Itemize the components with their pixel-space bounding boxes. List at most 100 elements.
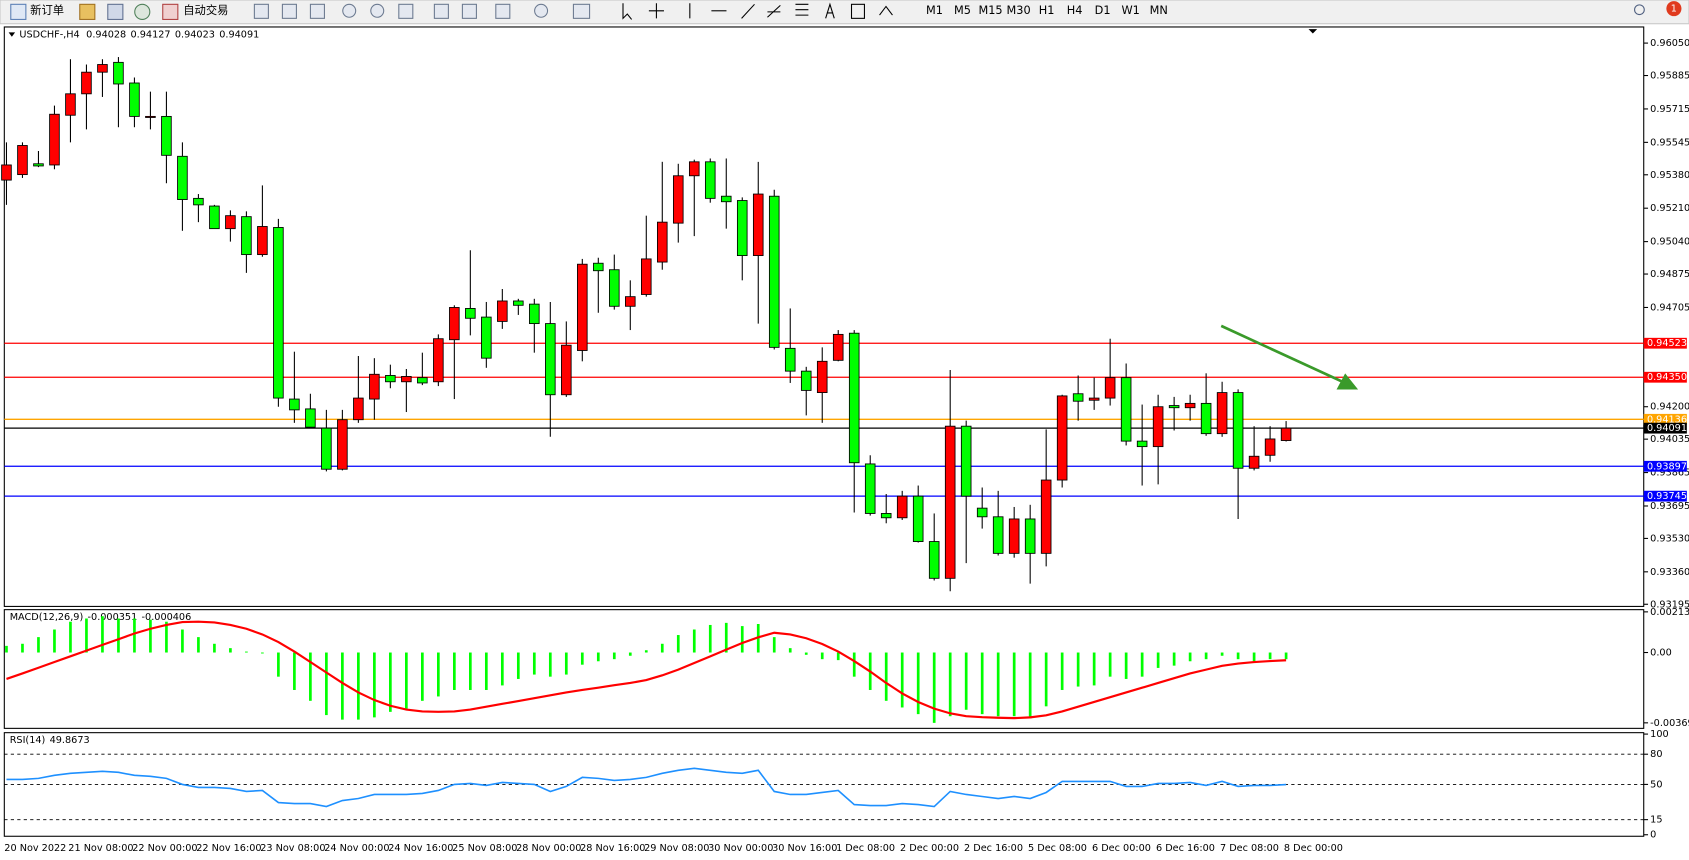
trendline-tool[interactable]	[741, 3, 755, 19]
price-level-label: 0.94136	[1647, 414, 1687, 425]
timeframe-button[interactable]: M1	[926, 3, 943, 17]
y-tick-label: 0.93530	[1650, 533, 1689, 544]
template-icon[interactable]	[572, 3, 591, 19]
candle-body	[65, 93, 76, 116]
candle-body	[1216, 392, 1228, 435]
x-tick-label: 1 Dec 08:00	[836, 843, 895, 854]
candle-body	[593, 262, 604, 272]
tool-icon[interactable]	[398, 3, 414, 19]
candle-body	[177, 155, 188, 200]
toolbar-icon[interactable]	[107, 3, 124, 20]
candle-body	[369, 373, 380, 400]
price-level-tag	[1643, 460, 1687, 472]
y-tick-label: 0.94705	[1650, 302, 1689, 313]
price-level-label: 0.94350	[1647, 372, 1687, 383]
candle-body	[529, 303, 540, 325]
toolbar-icon[interactable]	[134, 3, 151, 20]
candle-body	[720, 195, 732, 203]
signal-value: -0.000406	[142, 612, 192, 623]
auto-trading-icon[interactable]	[162, 3, 179, 20]
candle-body	[736, 200, 748, 257]
zoom-out[interactable]	[370, 3, 385, 18]
candle-body	[337, 419, 348, 470]
y-tick-label: 0.95040	[1650, 237, 1689, 248]
price-level-tag	[1643, 490, 1687, 502]
rsi-line	[6, 767, 1287, 808]
timeframe-button[interactable]: H1	[1039, 3, 1055, 17]
crosshair-tool[interactable]	[648, 3, 664, 19]
candle-body	[545, 323, 556, 396]
timeframe-button[interactable]: M5	[954, 3, 971, 17]
candle-body	[688, 161, 700, 177]
rsi-value: 49.8673	[50, 735, 90, 746]
x-tick-label: 30 Nov 16:00	[772, 843, 837, 854]
y-tick-label: 100	[1650, 729, 1668, 740]
tool-icon[interactable]	[309, 3, 325, 19]
tool-icon[interactable]	[495, 3, 511, 19]
timeframe-button[interactable]: MN	[1150, 3, 1168, 17]
signal-line	[6, 620, 1287, 720]
chart-header: USDCHF-,H4 0.94028 0.94127 0.94023 0.94091	[19, 30, 259, 41]
timeframe-button[interactable]: M30	[1007, 3, 1031, 17]
new-order-icon[interactable]	[10, 3, 27, 20]
candle-body	[321, 427, 332, 470]
candle-body	[33, 163, 44, 167]
toolbar-icon[interactable]	[79, 3, 96, 20]
channel-tool[interactable]	[767, 4, 781, 18]
candle-body	[960, 425, 972, 497]
y-tick-label: 50	[1650, 779, 1662, 790]
candle-body	[1200, 402, 1212, 435]
price-level-label: 0.94091	[1647, 423, 1687, 434]
zoom-in[interactable]	[342, 3, 357, 18]
candle-body	[1168, 405, 1180, 409]
period-icon[interactable]	[534, 3, 549, 18]
candle-body	[704, 161, 716, 199]
candle-body	[433, 338, 444, 383]
x-tick-label: 2 Dec 16:00	[964, 843, 1023, 854]
candle-body	[672, 175, 684, 224]
candle-body	[832, 333, 844, 361]
y-tick-label: 0.93360	[1650, 567, 1689, 578]
candle-body	[1024, 518, 1036, 554]
new-order-button[interactable]: 新订单	[30, 3, 64, 17]
x-tick-label: 8 Dec 00:00	[1284, 843, 1343, 854]
x-tick-label: 2 Dec 00:00	[900, 843, 959, 854]
x-tick-label: 20 Nov 2022	[4, 843, 66, 854]
fibo-tool[interactable]	[795, 3, 809, 16]
timeframe-bar: M1 M5 M15 M30 H1 H4 D1 W1 MN	[926, 3, 1168, 17]
x-tick-label: 5 Dec 08:00	[1028, 843, 1087, 854]
timeframe-button[interactable]: M15	[978, 3, 1002, 17]
candle-body	[561, 344, 572, 396]
price-level-tag	[1643, 337, 1687, 349]
candle-body	[577, 263, 588, 351]
y-tick-label: 0.93865	[1650, 468, 1689, 479]
candle-body	[1072, 393, 1084, 402]
tool-icon[interactable]	[253, 3, 269, 19]
tool-icon[interactable]	[433, 3, 449, 19]
notification-count: 1	[1671, 4, 1677, 15]
candle-body	[1104, 377, 1116, 399]
cursor-tool[interactable]	[622, 3, 633, 20]
candle-body	[1008, 518, 1020, 554]
timeframe-button[interactable]: D1	[1095, 3, 1111, 17]
candle-body	[289, 398, 300, 411]
tool-icon[interactable]	[461, 3, 477, 19]
auto-trading-button[interactable]: 自动交易	[183, 3, 228, 17]
y-tick-label: 0	[1650, 830, 1656, 841]
search-icon[interactable]	[1634, 4, 1645, 16]
candle-body	[928, 541, 940, 579]
tool-icon[interactable]	[281, 3, 297, 19]
y-tick-label: 0.95210	[1650, 203, 1689, 214]
text-tool[interactable]	[825, 2, 835, 19]
arrows-tool[interactable]	[879, 5, 893, 16]
y-tick-label: 0.00	[1650, 648, 1672, 659]
timeframe-button[interactable]: W1	[1121, 3, 1139, 17]
notification-badge[interactable]	[1666, 1, 1682, 17]
candle-body	[257, 226, 268, 256]
y-tick-label: -0.003698	[1650, 718, 1689, 729]
macd-title: MACD(12,26,9)	[10, 612, 84, 623]
label-tool[interactable]	[850, 3, 865, 19]
timeframe-button[interactable]: H4	[1067, 3, 1083, 17]
candle-body	[880, 513, 892, 519]
candle-body	[449, 307, 460, 341]
